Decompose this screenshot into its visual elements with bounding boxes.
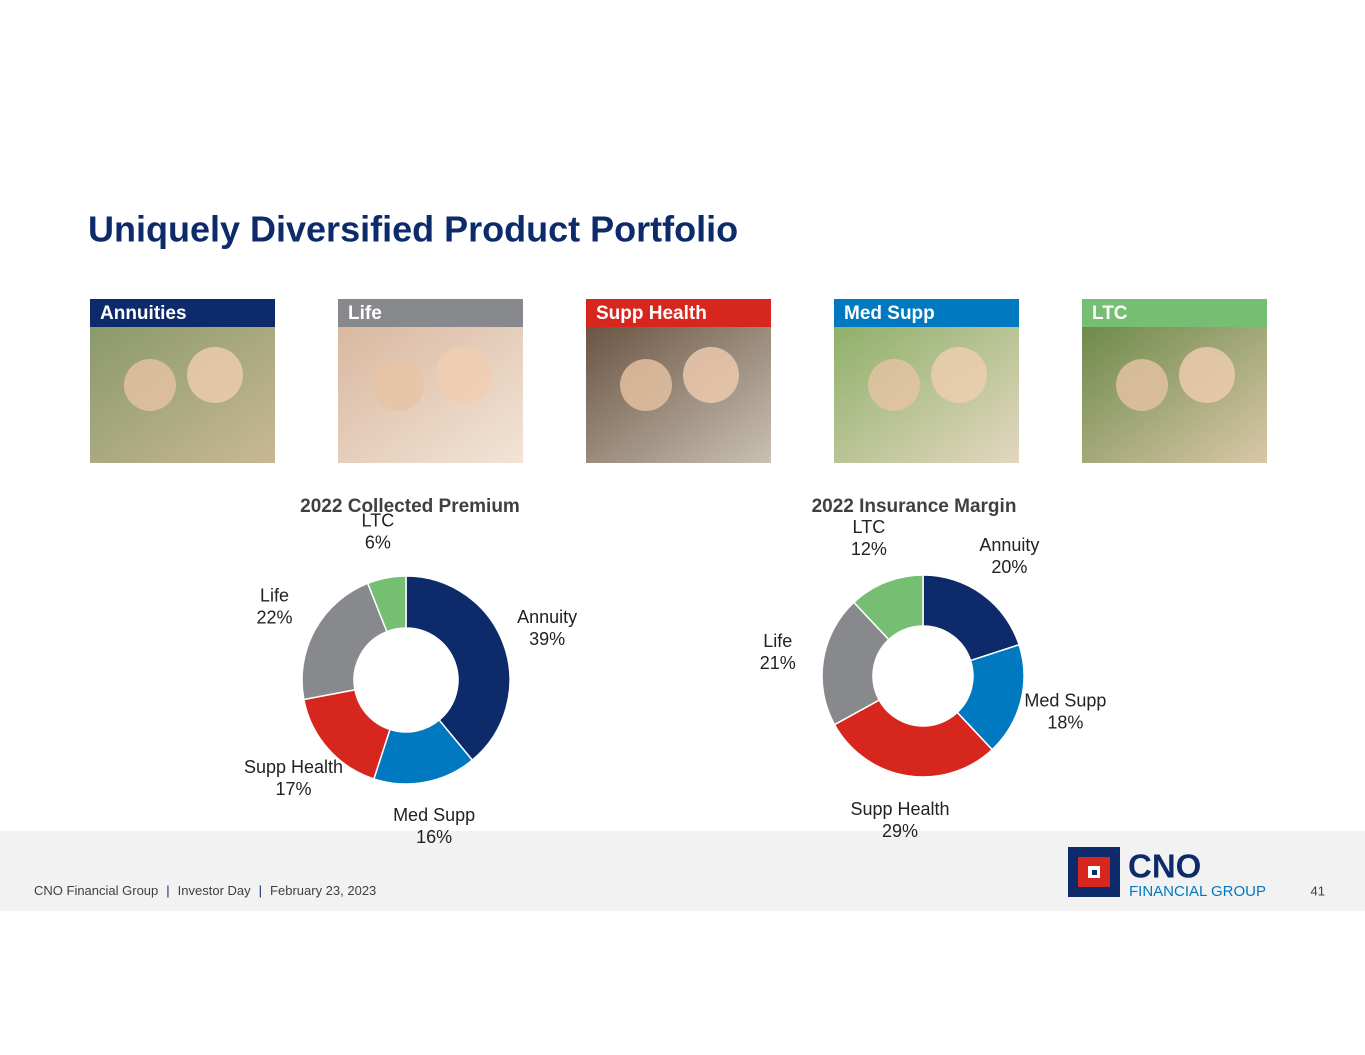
product-label: Life — [348, 303, 382, 324]
product-photo — [338, 327, 523, 463]
slice-category: Med Supp — [1024, 690, 1106, 710]
donut-slice — [301, 582, 388, 701]
slice-category: Supp Health — [850, 799, 949, 819]
footer-band — [0, 831, 1365, 911]
photo-face — [372, 359, 424, 411]
product-label: LTC — [1092, 303, 1128, 324]
footer-separator: | — [166, 883, 169, 898]
product-photo — [90, 327, 275, 463]
product-header — [1082, 299, 1267, 327]
donut-slice — [405, 575, 511, 762]
donut-slice — [366, 575, 407, 633]
slice-value-label: 16% — [416, 827, 452, 847]
product-header — [586, 299, 771, 327]
photo-face — [187, 347, 243, 403]
photo-face — [435, 347, 491, 403]
donut-slice — [852, 574, 924, 641]
slice-value-label: 6% — [365, 532, 391, 552]
footer-text: CNO Financial Group | Investor Day | Februar… — [34, 883, 376, 898]
footer-part: CNO Financial Group — [34, 883, 158, 898]
product-label: Supp Health — [596, 303, 707, 324]
slice-value-label: 18% — [1047, 712, 1083, 732]
donut-slice — [922, 574, 1021, 662]
slice-category: LTC — [362, 510, 395, 530]
photo-face — [620, 359, 672, 411]
slice-category: Life — [763, 631, 792, 651]
logo: CNO FINANCIAL GROUP — [1068, 847, 1266, 900]
product-photo — [586, 327, 771, 463]
photo-face — [683, 347, 739, 403]
photo-face — [1179, 347, 1235, 403]
slice-value-label: 20% — [991, 557, 1027, 577]
slice-category: Med Supp — [393, 805, 475, 825]
product-header — [834, 299, 1019, 327]
slice-value-label: 17% — [275, 779, 311, 799]
product-label: Med Supp — [844, 303, 935, 324]
page-number: 41 — [1311, 883, 1325, 898]
slice-value-label: 29% — [882, 821, 918, 841]
photo-face — [868, 359, 920, 411]
slice-value-label: 21% — [760, 653, 796, 673]
product-photo — [1082, 327, 1267, 463]
slice-category: Annuity — [517, 607, 577, 627]
slice-category: Supp Health — [244, 757, 343, 777]
product-label: Annuities — [100, 303, 187, 324]
slice-category: Annuity — [979, 535, 1039, 555]
photo-face — [931, 347, 987, 403]
photo-face — [124, 359, 176, 411]
footer-part: Investor Day — [178, 883, 251, 898]
slice-value-label: 22% — [257, 607, 293, 627]
chart-title: 2022 Collected Premium — [300, 496, 520, 517]
chart-title: 2022 Insurance Margin — [812, 496, 1017, 517]
footer-part: February 23, 2023 — [270, 883, 376, 898]
slice-value-label: 39% — [529, 629, 565, 649]
footer-separator: | — [259, 883, 262, 898]
photo-face — [1116, 359, 1168, 411]
slice-category: LTC — [853, 517, 886, 537]
logo-name: CNO — [1128, 848, 1201, 885]
slice-value-label: 12% — [851, 539, 887, 559]
logo-dot — [1092, 870, 1097, 875]
slice-category: Life — [260, 585, 289, 605]
product-header — [90, 299, 275, 327]
slide-title: Uniquely Diversified Product Portfolio — [88, 209, 738, 250]
product-header — [338, 299, 523, 327]
product-photo — [834, 327, 1019, 463]
donut-slice — [833, 699, 994, 778]
logo-sub: FINANCIAL GROUP — [1129, 883, 1266, 900]
